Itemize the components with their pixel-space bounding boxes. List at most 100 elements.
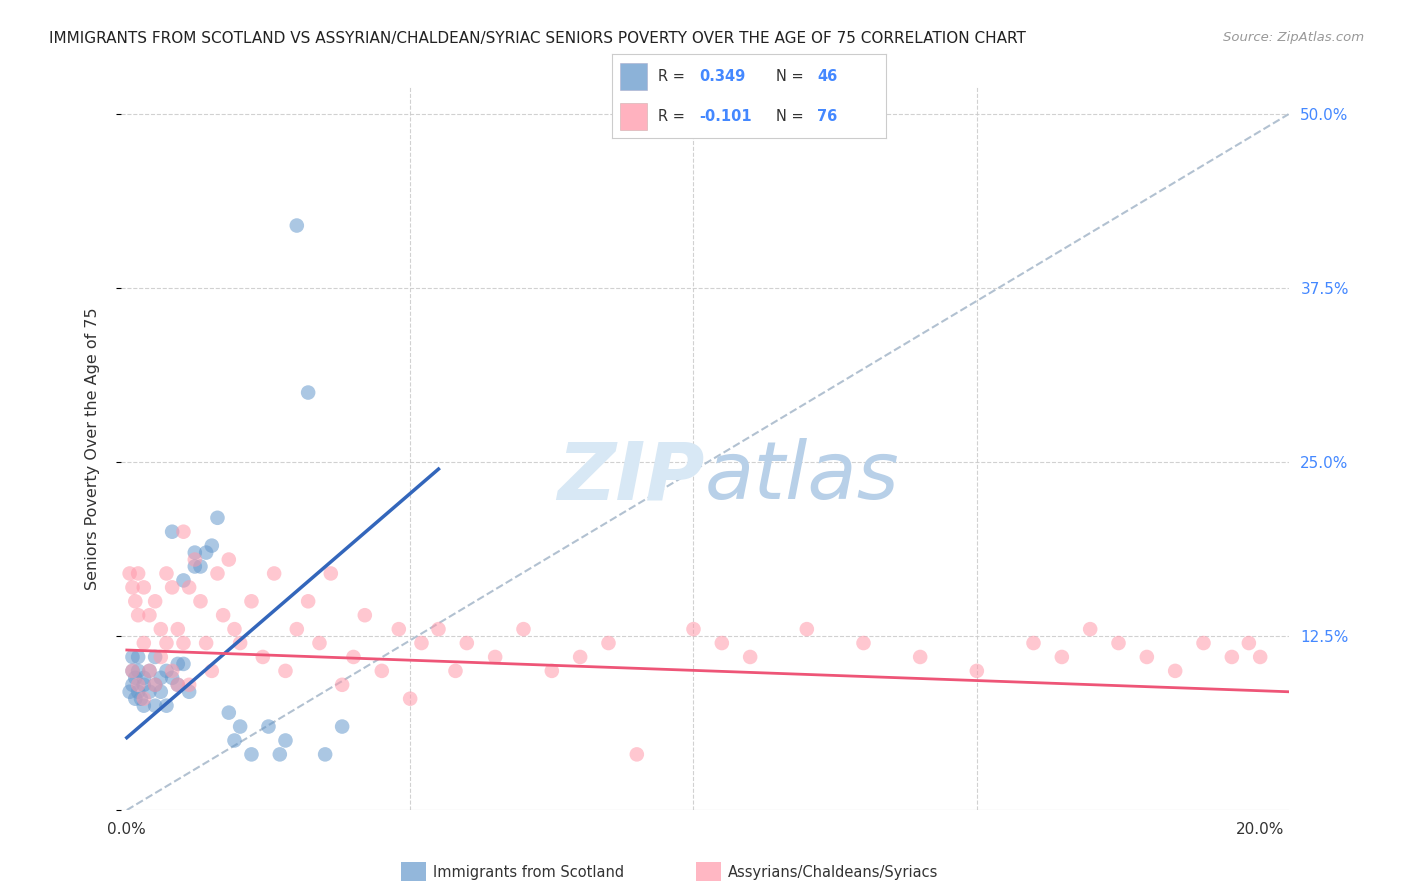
Point bbox=[132, 580, 155, 594]
Point bbox=[1237, 636, 1260, 650]
Point bbox=[710, 636, 733, 650]
Point bbox=[399, 691, 422, 706]
Point bbox=[224, 622, 246, 636]
Point bbox=[138, 664, 160, 678]
Point bbox=[195, 636, 218, 650]
Point bbox=[143, 678, 166, 692]
Point bbox=[330, 678, 353, 692]
Point bbox=[155, 566, 177, 581]
Point bbox=[124, 691, 146, 706]
Point bbox=[908, 650, 931, 665]
Point bbox=[224, 733, 246, 747]
Point bbox=[166, 622, 188, 636]
Point bbox=[143, 698, 166, 713]
Point bbox=[166, 678, 188, 692]
Point bbox=[132, 671, 155, 685]
Point bbox=[149, 671, 172, 685]
Point bbox=[297, 385, 319, 400]
Point bbox=[155, 664, 177, 678]
Point bbox=[274, 664, 297, 678]
Text: Source: ZipAtlas.com: Source: ZipAtlas.com bbox=[1223, 31, 1364, 45]
Point bbox=[138, 664, 160, 678]
Point bbox=[132, 678, 155, 692]
Point bbox=[682, 622, 704, 636]
Point bbox=[127, 664, 149, 678]
Y-axis label: Seniors Poverty Over the Age of 75: Seniors Poverty Over the Age of 75 bbox=[86, 307, 100, 590]
Point bbox=[129, 691, 152, 706]
Point bbox=[252, 650, 274, 665]
Point bbox=[1078, 622, 1101, 636]
Point bbox=[118, 566, 141, 581]
Text: Assyrians/Chaldeans/Syriacs: Assyrians/Chaldeans/Syriacs bbox=[728, 865, 939, 880]
Point bbox=[388, 622, 411, 636]
Point bbox=[1220, 650, 1243, 665]
Point bbox=[740, 650, 762, 665]
Point bbox=[166, 678, 188, 692]
Point bbox=[257, 720, 280, 734]
Point bbox=[127, 650, 149, 665]
Point bbox=[852, 636, 875, 650]
Point bbox=[626, 747, 648, 762]
Point bbox=[179, 678, 201, 692]
Point bbox=[155, 636, 177, 650]
Point bbox=[201, 664, 224, 678]
Point bbox=[172, 636, 194, 650]
Point bbox=[229, 720, 252, 734]
Point bbox=[124, 594, 146, 608]
Point bbox=[160, 664, 183, 678]
Point bbox=[118, 685, 141, 699]
Point bbox=[1136, 650, 1159, 665]
Text: R =: R = bbox=[658, 109, 690, 124]
Point bbox=[127, 678, 149, 692]
Point bbox=[371, 664, 394, 678]
Bar bbox=[620, 62, 647, 90]
Point bbox=[427, 622, 450, 636]
Point bbox=[132, 691, 155, 706]
Point bbox=[540, 664, 562, 678]
Point bbox=[179, 685, 201, 699]
Point bbox=[121, 664, 143, 678]
Point bbox=[512, 622, 534, 636]
Point bbox=[319, 566, 342, 581]
Point bbox=[195, 545, 218, 559]
Point bbox=[218, 706, 240, 720]
Text: N =: N = bbox=[776, 109, 808, 124]
Point bbox=[160, 671, 183, 685]
Point bbox=[218, 552, 240, 566]
Point bbox=[240, 747, 263, 762]
Text: 46: 46 bbox=[817, 69, 838, 84]
Point bbox=[308, 636, 330, 650]
Point bbox=[121, 580, 143, 594]
Point bbox=[121, 650, 143, 665]
Point bbox=[285, 622, 308, 636]
Bar bbox=[620, 103, 647, 130]
Point bbox=[1108, 636, 1130, 650]
Point bbox=[138, 685, 160, 699]
Point bbox=[330, 720, 353, 734]
Text: IMMIGRANTS FROM SCOTLAND VS ASSYRIAN/CHALDEAN/SYRIAC SENIORS POVERTY OVER THE AG: IMMIGRANTS FROM SCOTLAND VS ASSYRIAN/CHA… bbox=[49, 31, 1026, 46]
Point bbox=[796, 622, 818, 636]
Point bbox=[274, 733, 297, 747]
Text: R =: R = bbox=[658, 69, 690, 84]
Text: atlas: atlas bbox=[704, 438, 900, 516]
Point bbox=[172, 657, 194, 671]
Point bbox=[143, 594, 166, 608]
Point bbox=[456, 636, 478, 650]
Point bbox=[143, 650, 166, 665]
Point bbox=[127, 608, 149, 623]
Point bbox=[184, 552, 207, 566]
Point bbox=[166, 657, 188, 671]
Point bbox=[127, 685, 149, 699]
Point bbox=[598, 636, 620, 650]
Point bbox=[411, 636, 433, 650]
Text: 0.349: 0.349 bbox=[699, 69, 745, 84]
Text: 76: 76 bbox=[817, 109, 838, 124]
Point bbox=[569, 650, 592, 665]
Point bbox=[190, 594, 212, 608]
Point bbox=[201, 539, 224, 553]
Point bbox=[155, 698, 177, 713]
Point bbox=[179, 580, 201, 594]
Point bbox=[149, 622, 172, 636]
Text: -0.101: -0.101 bbox=[699, 109, 752, 124]
Point bbox=[143, 678, 166, 692]
